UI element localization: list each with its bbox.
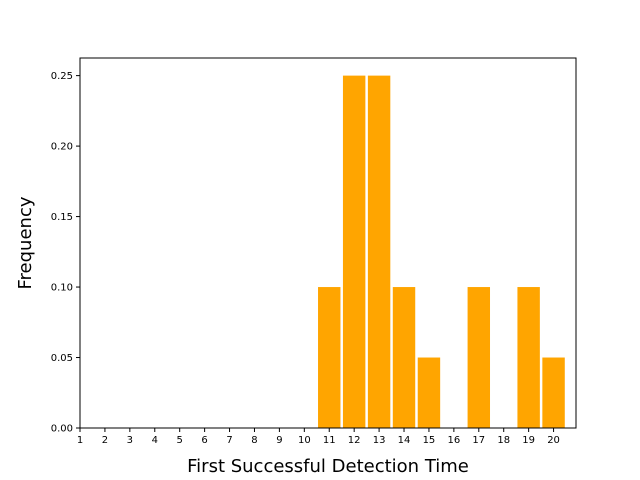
x-tick-label: 15 bbox=[423, 435, 436, 446]
bar-12 bbox=[342, 75, 366, 429]
x-tick-label: 16 bbox=[448, 435, 461, 446]
bar-19 bbox=[517, 287, 540, 428]
y-tick-label: 0.10 bbox=[51, 283, 73, 294]
y-tick-label: 0.20 bbox=[51, 142, 73, 153]
bar-13 bbox=[367, 75, 391, 429]
x-tick-label: 7 bbox=[226, 435, 232, 446]
x-tick-label: 11 bbox=[323, 435, 336, 446]
x-tick-label: 18 bbox=[497, 435, 510, 446]
x-tick-label: 14 bbox=[398, 435, 411, 446]
y-ticks-group: 0.00 0.05 0.10 0.15 0.20 0.25 bbox=[51, 71, 80, 435]
x-tick-label: 17 bbox=[472, 435, 485, 446]
x-tick-label: 13 bbox=[373, 435, 386, 446]
bar-20 bbox=[542, 357, 565, 428]
y-tick-label: 0.05 bbox=[51, 353, 73, 364]
plot-frame bbox=[79, 57, 577, 429]
x-tick-label: 20 bbox=[547, 435, 560, 446]
x-tick-label: 9 bbox=[276, 435, 282, 446]
x-axis-label: First Successful Detection Time bbox=[187, 456, 469, 477]
x-tick-label: 19 bbox=[522, 435, 535, 446]
bar-15 bbox=[417, 357, 441, 428]
x-tick-label: 6 bbox=[201, 435, 207, 446]
bar-11 bbox=[318, 287, 341, 428]
x-tick-label: 1 bbox=[77, 435, 83, 446]
x-tick-label: 4 bbox=[152, 435, 158, 446]
x-tick-label: 3 bbox=[127, 435, 133, 446]
x-tick-label: 12 bbox=[348, 435, 361, 446]
x-tick-label: 2 bbox=[102, 435, 108, 446]
y-tick-label: 0.00 bbox=[51, 424, 73, 435]
y-tick-label: 0.15 bbox=[51, 212, 73, 223]
bars-group bbox=[318, 75, 565, 429]
y-tick-label: 0.25 bbox=[51, 71, 73, 82]
bar-17 bbox=[467, 287, 491, 428]
x-ticks-group: 1 2 3 4 5 6 7 8 9 10 11 12 13 14 15 16 17 18 19 20 bbox=[77, 428, 560, 446]
x-tick-label: 8 bbox=[251, 435, 257, 446]
x-tick-label: 10 bbox=[298, 435, 311, 446]
x-tick-label: 5 bbox=[177, 435, 183, 446]
y-axis-label: Frequency bbox=[15, 196, 36, 289]
bar-14 bbox=[392, 287, 416, 428]
